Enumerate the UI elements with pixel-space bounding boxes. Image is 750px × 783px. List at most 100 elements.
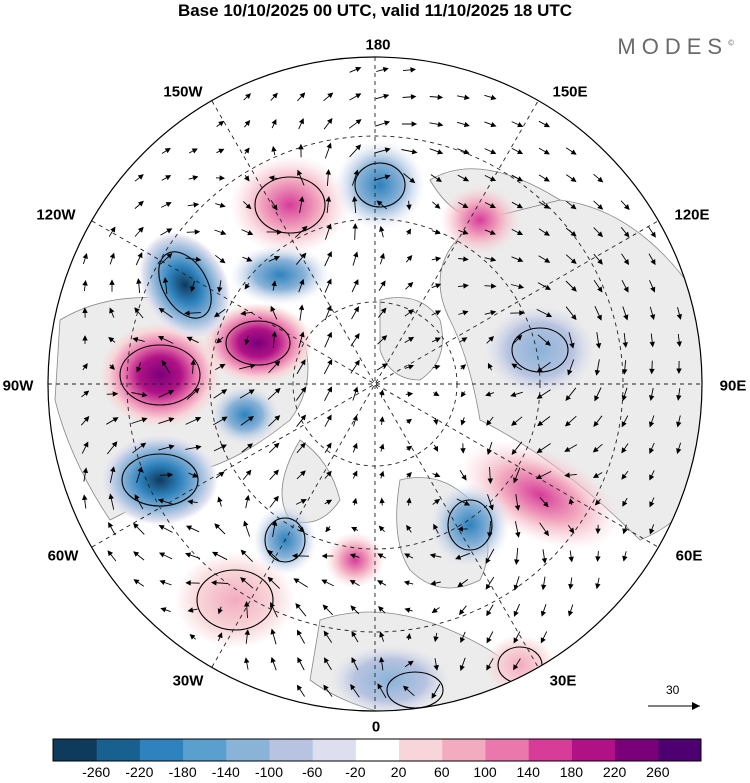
wind-vector-head xyxy=(571,314,577,321)
wind-vector-head xyxy=(296,629,302,636)
wind-vector-head xyxy=(513,637,519,644)
wind-vector-head xyxy=(568,527,575,534)
wind-vector-head xyxy=(108,493,114,500)
wind-vector-head xyxy=(168,390,175,396)
wind-vector-head xyxy=(458,609,465,616)
wind-vector-head xyxy=(592,446,599,453)
wind-vector-head xyxy=(430,580,437,586)
wind-vector-head xyxy=(379,225,385,232)
wind-vector-head xyxy=(137,226,144,233)
wind-vector-head xyxy=(166,253,173,259)
negative-anomaly-bering xyxy=(335,140,425,230)
wind-vector-head xyxy=(217,286,223,293)
wind-vector-head xyxy=(186,336,193,342)
wind-vector-head xyxy=(535,474,543,480)
positive-anomaly-hudson xyxy=(203,303,313,383)
wind-vector-head xyxy=(325,168,331,175)
wind-vector-head xyxy=(596,314,602,321)
wind-vector-head xyxy=(296,684,303,691)
wind-vector-head xyxy=(676,394,682,401)
wind-vector-head xyxy=(490,310,497,316)
wind-vector-head xyxy=(511,449,518,456)
wind-vector-head xyxy=(435,310,442,316)
wind-vector-head xyxy=(543,203,550,209)
negative-anomaly-europe xyxy=(330,645,450,711)
reference-vector xyxy=(648,702,700,710)
wind-vector-head xyxy=(567,369,573,376)
wind-vector-head xyxy=(621,447,627,454)
colorbar-tick-label: 100 xyxy=(473,764,497,780)
wind-vector-head xyxy=(490,256,497,262)
wind-vector-head xyxy=(195,444,202,451)
wind-vector-head xyxy=(240,577,247,583)
wind-vector-head xyxy=(463,500,471,506)
wind-vector-head xyxy=(216,337,223,344)
colorbar-swatch xyxy=(528,739,572,761)
wind-vector-head xyxy=(299,278,305,286)
wind-vector-head xyxy=(136,366,142,373)
wind-vector-head xyxy=(355,144,362,151)
wind-vector-head xyxy=(158,525,165,531)
wind-vector-head xyxy=(159,579,166,586)
wind-vector-head xyxy=(433,390,440,397)
positive-anomaly-atlantic xyxy=(175,552,295,648)
wind-vector-head xyxy=(134,307,140,314)
colorbar-swatch xyxy=(225,739,270,761)
colorbar-swatch xyxy=(269,739,313,761)
wind-vector-head xyxy=(326,305,332,312)
wind-vector-head xyxy=(300,499,307,505)
wind-vector-head xyxy=(622,555,628,562)
wind-vector-head xyxy=(326,470,332,477)
wind-vector-head xyxy=(485,583,491,590)
wind-vector-head xyxy=(354,333,360,340)
colorbar-swatch xyxy=(485,739,529,761)
map-title: Base 10/10/2025 00 UTC, valid 11/10/2025… xyxy=(177,1,573,20)
wind-vector-head xyxy=(297,657,303,664)
wind-vector-head xyxy=(82,494,88,501)
wind-vector-head xyxy=(83,390,90,397)
wind-vector-head xyxy=(355,66,362,72)
wind-vector-head xyxy=(406,632,412,639)
wind-vector-head xyxy=(162,277,169,283)
wind-vector-head xyxy=(516,334,523,341)
wind-vector-head xyxy=(486,664,492,671)
wind-vector-head xyxy=(274,387,281,394)
colorbar-tick-label: 20 xyxy=(390,764,407,780)
wind-vector-head xyxy=(406,445,413,452)
wind-vector-head xyxy=(411,121,418,127)
wind-vector-head xyxy=(327,117,333,124)
wind-vector-head xyxy=(649,528,655,535)
wind-vector-head xyxy=(457,526,463,532)
wind-vector-head xyxy=(300,252,307,259)
wind-vector-head xyxy=(245,93,252,99)
wind-vector-head xyxy=(404,553,411,559)
wind-vector-head xyxy=(541,557,548,564)
wind-vector-head xyxy=(513,610,519,617)
wind-vector-head xyxy=(274,415,281,421)
wind-vector-head xyxy=(244,175,250,182)
wind-vector-head xyxy=(510,391,517,398)
lon-label-120w: 120W xyxy=(36,206,76,224)
wind-vector-head xyxy=(355,119,362,125)
wind-vector-head xyxy=(460,448,466,454)
positive-anomaly-east-siberia xyxy=(440,185,520,255)
wind-vector-head xyxy=(268,175,275,181)
wind-vector-head xyxy=(568,498,575,505)
wind-vector-head xyxy=(353,306,360,313)
wind-vector-head xyxy=(380,307,387,314)
wind-vector-head xyxy=(490,149,497,155)
wind-vector-head xyxy=(218,471,225,477)
wind-vector-head xyxy=(161,360,167,367)
wind-vector-head xyxy=(485,557,491,564)
positive-anomaly-mediterranean xyxy=(485,635,555,695)
wind-vector-head xyxy=(487,478,494,485)
wind-vector-head xyxy=(594,499,601,506)
wind-vector-head xyxy=(434,203,441,209)
wind-vector-head xyxy=(298,304,305,311)
wind-vector-head xyxy=(109,307,115,314)
wind-vector-head xyxy=(676,448,682,455)
wind-vector-head xyxy=(270,628,276,635)
wind-vector-head xyxy=(407,282,414,288)
wind-vector-head xyxy=(244,120,251,127)
